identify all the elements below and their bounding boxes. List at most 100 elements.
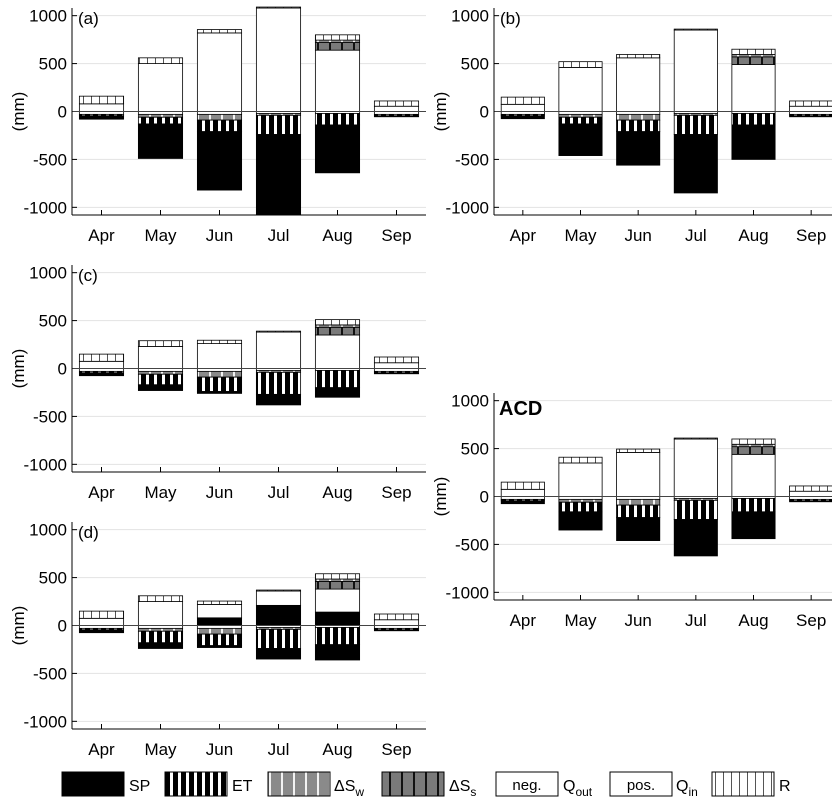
y-tick-label: 0 xyxy=(480,488,489,507)
legend-label-sp: SP xyxy=(129,778,150,795)
y-axis-label: (mm) xyxy=(431,477,450,517)
bar-r-may xyxy=(137,57,184,64)
legend-swatch-qout xyxy=(495,771,559,797)
bar-qin-apr xyxy=(78,617,125,626)
bar-qin-sep xyxy=(789,105,832,112)
bar-qin-apr xyxy=(500,488,545,497)
legend-swatch-et xyxy=(164,771,228,797)
legend-box-qin: pos. xyxy=(627,777,655,794)
bar-dswneg-jun xyxy=(196,113,243,121)
bar-r-jun xyxy=(196,29,243,34)
legend-label-dss: ΔSs xyxy=(449,778,476,799)
y-tick-label: 0 xyxy=(58,103,67,122)
bar-sp-jun xyxy=(196,645,243,648)
bar-qin-jul xyxy=(255,331,302,369)
y-axis-label: (mm) xyxy=(9,606,28,646)
bar-et-jul xyxy=(673,499,718,520)
bar-r-apr xyxy=(500,96,545,105)
bar-dswneg-jun xyxy=(616,113,661,121)
bar-qin-jun xyxy=(616,57,661,112)
x-tick-label: Jun xyxy=(624,226,651,245)
bar-qin-aug xyxy=(731,453,776,497)
bar-et-aug xyxy=(731,113,776,126)
x-tick-label: May xyxy=(564,611,597,630)
bar-r-sep xyxy=(373,356,420,364)
bar-r-jul xyxy=(255,589,302,592)
bar-qin-may xyxy=(137,346,184,369)
bar-r-jun xyxy=(196,600,243,605)
bar-qin-may xyxy=(137,63,184,112)
bar-sp-jun xyxy=(196,131,243,191)
bar-r-apr xyxy=(78,353,125,362)
bar-qin-sep xyxy=(373,105,420,112)
x-tick-label: Sep xyxy=(381,483,411,502)
y-axis-label: (mm) xyxy=(431,92,450,132)
legend-swatch-sp xyxy=(61,771,125,797)
bar-qin-may xyxy=(137,601,184,626)
bar-sp-apr xyxy=(500,500,545,505)
x-tick-label: Jun xyxy=(624,611,651,630)
bar-sp-may xyxy=(137,123,184,159)
bar-et-jun xyxy=(196,633,243,647)
legend-swatch-qin xyxy=(609,771,673,797)
bar-qin-jun xyxy=(196,604,243,619)
legend-box-qout: neg. xyxy=(512,777,541,794)
bar-sp-jul xyxy=(673,519,718,557)
bar-et-jun xyxy=(616,504,661,518)
bar-r-jul xyxy=(255,6,302,9)
bar-r-sep xyxy=(373,613,420,621)
bar-sp-sep xyxy=(373,372,420,375)
bar-dswneg-may xyxy=(137,113,184,118)
x-tick-label: Jun xyxy=(206,740,233,759)
bar-dswneg-may xyxy=(137,627,184,632)
bar-sp-aug xyxy=(731,511,776,540)
x-tick-label: Jul xyxy=(268,740,290,759)
bar-r-aug xyxy=(731,48,776,55)
x-tick-label: Apr xyxy=(88,483,115,502)
bar-sp-jul xyxy=(255,648,302,660)
x-tick-label: Sep xyxy=(796,226,826,245)
bar-et-aug xyxy=(314,627,361,646)
bar-r-apr xyxy=(78,95,125,105)
bar-r-aug xyxy=(314,573,361,580)
bar-r-jul xyxy=(255,330,302,333)
bar-sppos-jul xyxy=(255,604,302,626)
y-tick-label: 1000 xyxy=(451,392,489,411)
y-axis-label: (mm) xyxy=(9,349,28,389)
bar-r-may xyxy=(137,340,184,347)
bar-et-may xyxy=(137,116,184,125)
legend: SP ET ΔSw ΔSs neg. Qout pos. Qin R xyxy=(61,771,791,799)
x-tick-label: Jul xyxy=(268,483,290,502)
x-tick-label: Jun xyxy=(206,226,233,245)
bar-dswneg-may xyxy=(137,370,184,375)
bar-r-may xyxy=(137,595,184,602)
x-tick-label: Aug xyxy=(738,226,768,245)
panel-label: (c) xyxy=(78,266,98,285)
x-tick-label: May xyxy=(144,226,177,245)
bar-sp-sep xyxy=(373,629,420,632)
bar-sp-apr xyxy=(500,115,545,120)
bar-qin-sep xyxy=(789,490,832,497)
y-tick-label: -1000 xyxy=(24,712,67,731)
bar-et-aug xyxy=(314,113,361,126)
y-tick-label: 1000 xyxy=(451,7,489,26)
bar-r-jun xyxy=(196,339,243,344)
bar-sp-aug xyxy=(314,124,361,174)
bar-et-jun xyxy=(196,376,243,392)
bar-qin-jul xyxy=(673,438,718,497)
y-tick-label: -1000 xyxy=(24,455,67,474)
bar-qin-apr xyxy=(78,103,125,112)
panel-acd: -1000 -500 0 500 1000 (mm) Apr May Jun Jul Aug Sep A… xyxy=(431,392,832,630)
bar-r-apr xyxy=(500,481,545,490)
x-tick-label: Sep xyxy=(381,740,411,759)
x-tick-label: Jul xyxy=(685,226,707,245)
bar-qin-jun xyxy=(616,452,661,497)
bar-dss-aug xyxy=(314,326,361,336)
panel-c: -1000 -500 0 500 1000 (mm) Apr May Jun Jul Aug Sep (… xyxy=(9,264,426,502)
bar-r-sep xyxy=(789,485,832,492)
y-tick-label: -500 xyxy=(33,664,67,683)
bar-dswneg-jun xyxy=(196,370,243,378)
x-tick-label: Apr xyxy=(88,740,115,759)
bar-r-may xyxy=(558,61,603,68)
x-tick-label: Sep xyxy=(796,611,826,630)
